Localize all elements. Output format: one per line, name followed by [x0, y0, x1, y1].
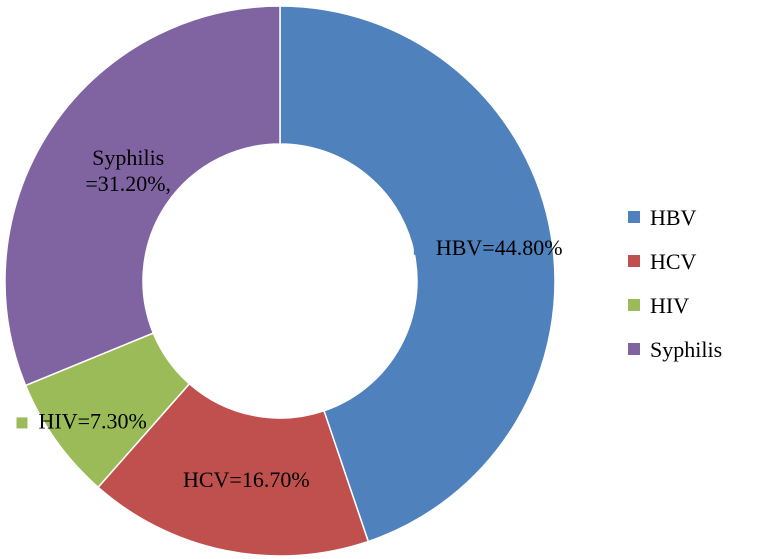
- data-label-text-hiv: HIV=7.30%: [38, 408, 146, 433]
- data-label-syphilis: Syphilis=31.20%,: [85, 145, 171, 196]
- data-label-text-syphilis: Syphilis: [92, 145, 164, 170]
- legend-label-hcv: HCV: [650, 249, 697, 274]
- legend-label-hbv: HBV: [650, 205, 697, 230]
- slice-hcv: [97, 382, 370, 557]
- legend-label-hiv: HIV: [650, 293, 689, 318]
- data-label-hiv: HIV=7.30%: [16, 408, 147, 433]
- data-label-text-hbv: HBV=44.80%: [436, 235, 563, 260]
- legend-swatch-syphilis: [628, 343, 640, 355]
- legend-item-hbv: HBV: [628, 205, 697, 230]
- legend-item-hcv: HCV: [628, 249, 697, 274]
- legend-swatch-hcv: [628, 255, 640, 267]
- data-label-text2-syphilis: =31.20%,: [85, 171, 171, 196]
- legend-label-syphilis: Syphilis: [650, 337, 722, 362]
- chart-legend: HBV HCV HIV Syphilis: [628, 205, 722, 362]
- data-label-marker-hiv: [16, 417, 28, 429]
- slice-hbv: [279, 5, 556, 543]
- chart-data-labels: HBV=44.80% HCV=16.70% HIV=7.30% Syphilis=31…: [16, 145, 563, 492]
- legend-item-syphilis: Syphilis: [628, 337, 722, 362]
- data-label-text-hcv: HCV=16.70%: [183, 467, 310, 492]
- slice-syphilis: [4, 5, 281, 387]
- legend-item-hiv: HIV: [628, 293, 689, 318]
- data-label-hcv: HCV=16.70%: [183, 467, 310, 492]
- legend-swatch-hbv: [628, 211, 640, 223]
- data-label-marker-hbv: [413, 243, 425, 255]
- legend-swatch-hiv: [628, 299, 640, 311]
- chart-slices: [4, 5, 556, 557]
- data-label-hbv: HBV=44.80%: [413, 235, 563, 260]
